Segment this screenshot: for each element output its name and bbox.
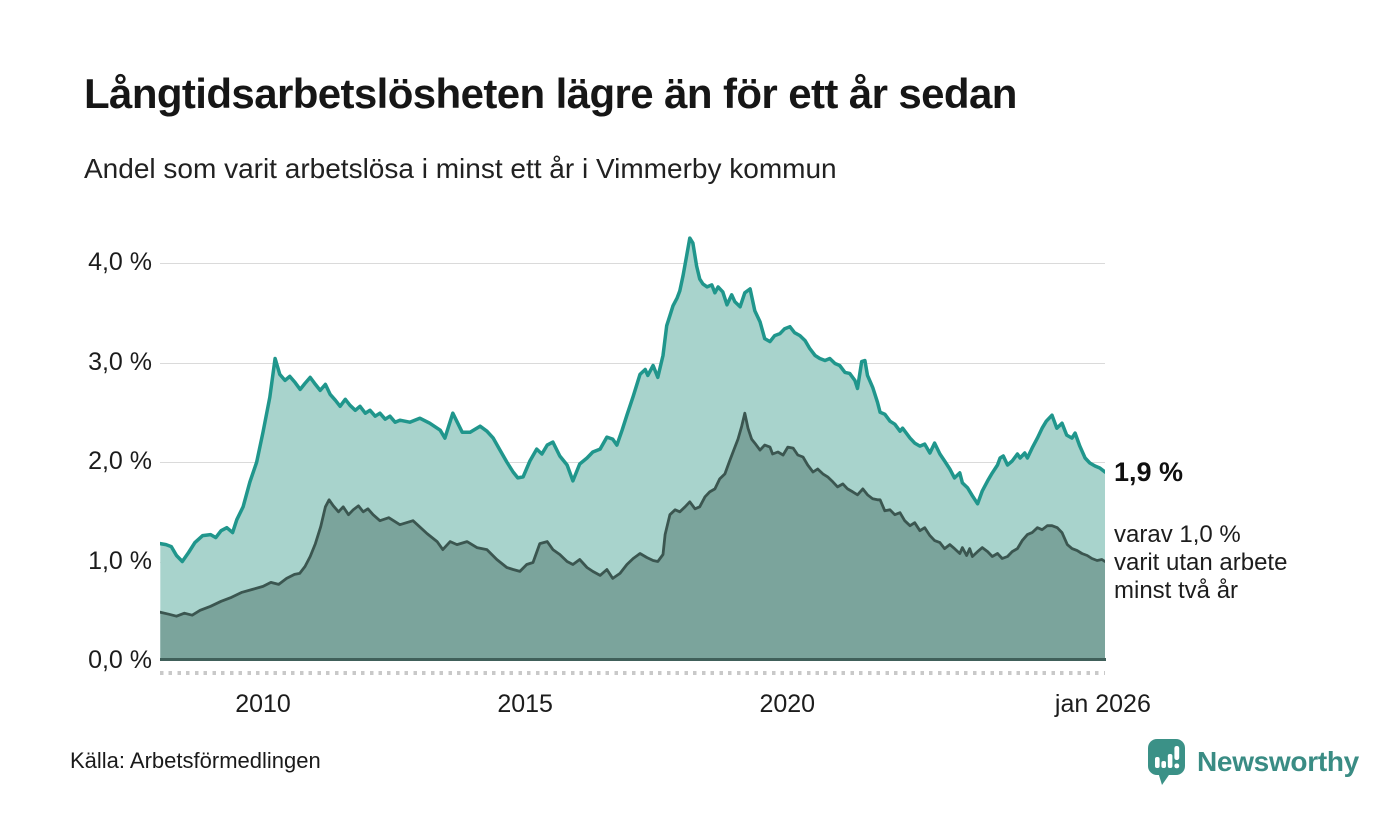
y-axis-tick-label: 4,0 % — [88, 248, 152, 276]
x-axis-tick-label: 2010 — [235, 690, 291, 718]
y-axis-tick-label: 2,0 % — [88, 447, 152, 475]
newsworthy-icon — [1148, 739, 1185, 785]
brand-name: Newsworthy — [1197, 746, 1359, 777]
x-axis-minor-ticks — [160, 671, 1105, 675]
end-note-line: varav 1,0 % — [1114, 520, 1241, 548]
x-axis-tick-label: 2020 — [759, 690, 816, 718]
y-axis-tick-label: 3,0 % — [88, 347, 152, 376]
x-axis-tick-label: 2015 — [497, 690, 553, 718]
area-fill-1 — [160, 413, 1105, 661]
end-note-line: varit utan arbete — [1114, 548, 1288, 576]
series-end-note: varav 1,0 % varit utan arbete minst två år — [1114, 521, 1287, 605]
source-caption: Källa: Arbetsförmedlingen — [70, 748, 321, 773]
y-axis-tick-label: 0,0 % — [88, 646, 152, 674]
brand-logo: Newsworthy — [1146, 738, 1359, 786]
series-end-value-label: 1,9 % — [1114, 456, 1184, 487]
gridline-3 — [160, 362, 1105, 364]
series-line-0 — [160, 236, 1105, 564]
x-axis-tick-label: jan 2026 — [1054, 690, 1151, 718]
gridline-4 — [160, 263, 1105, 264]
end-note-line: minst två år — [1114, 576, 1239, 604]
y-axis-tick-label: 1,0 % — [88, 546, 152, 575]
x-axis-line — [160, 658, 1106, 661]
page-title: Långtidsarbetslösheten lägre än för ett … — [84, 70, 1017, 117]
series-line-1 — [160, 411, 1105, 618]
area-chart — [160, 236, 1105, 661]
page-subtitle: Andel som varit arbetslösa i minst ett å… — [84, 153, 837, 184]
